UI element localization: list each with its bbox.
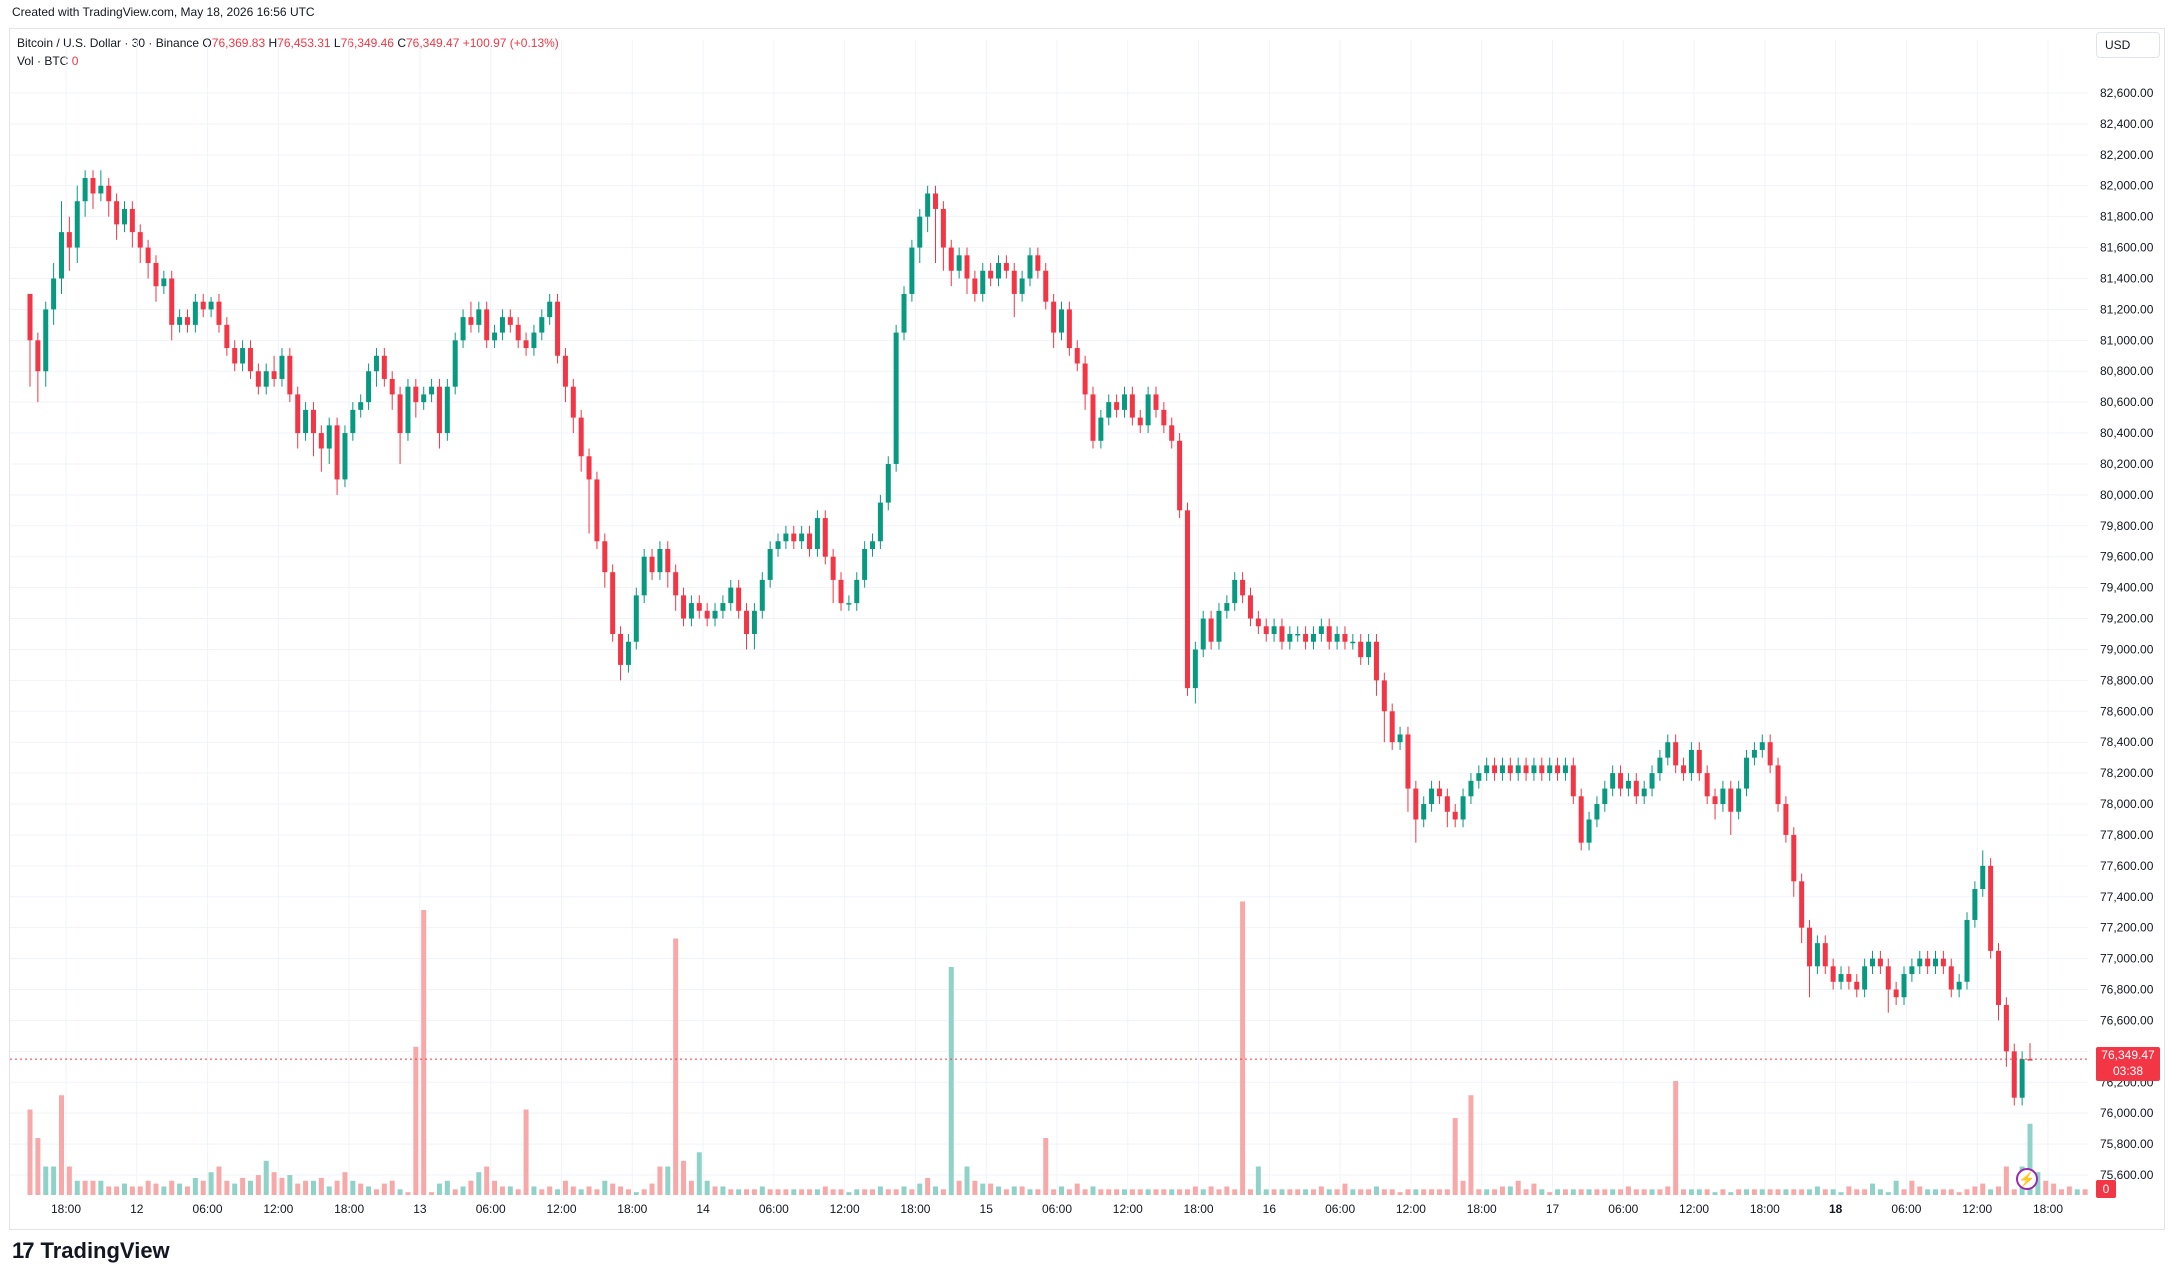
tradingview-logo: 17 TradingView [12,1238,170,1264]
legend-low-label: L [333,36,341,50]
bar-countdown: 03:38 [2112,1064,2144,1078]
created-with-text: Created with TradingView.com, May 18, 20… [12,5,315,19]
last-price-value: 76,349.47 [2101,1048,2155,1062]
tradingview-logo-text: TradingView [40,1238,170,1263]
legend-open-label: O [202,36,212,50]
legend-high-label: H [268,36,278,50]
legend-close-value: 76,349.47 [406,36,460,50]
legend-change: +100.97 (+0.13%) [462,36,559,50]
last-volume-label: 0 [2096,1180,2116,1198]
legend-ohlc-row: Bitcoin / U.S. Dollar · 30 · Binance O76… [17,34,559,52]
legend-close-label: C [397,36,406,50]
legend-symbol[interactable]: Bitcoin / U.S. Dollar · 30 · Binance [17,36,200,50]
chart-legend: Bitcoin / U.S. Dollar · 30 · Binance O76… [17,34,559,70]
legend-open-value: 76,369.83 [211,36,266,50]
chart-frame[interactable] [9,28,2165,1230]
currency-selector[interactable]: USD [2096,32,2160,58]
last-price-label: 76,349.47 03:38 [2096,1047,2160,1081]
legend-low-value: 76,349.46 [340,36,394,50]
tradingview-logo-icon: 17 [12,1238,35,1263]
legend-volume-value: 0 [71,54,79,68]
lightning-icon[interactable]: ⚡ [2016,1168,2038,1190]
legend-high-value: 76,453.31 [277,36,331,50]
legend-volume-row: Vol · BTC 0 [17,52,559,70]
legend-volume-label[interactable]: Vol · BTC [17,54,69,68]
